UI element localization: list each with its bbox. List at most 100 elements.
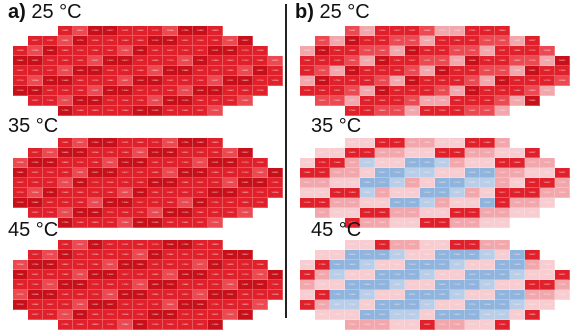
map-cell: 1.8809 <box>148 280 163 290</box>
map-cell: 1.8266 <box>300 260 315 270</box>
map-cell: 1.9017 <box>118 270 133 280</box>
map-cell: 1.9231 <box>148 300 163 310</box>
map-cell: 1.8809 <box>163 96 178 106</box>
map-cell: 1.8809 <box>495 26 510 36</box>
map-cell: 1.8521 <box>405 76 420 86</box>
map-cell: 1.9231 <box>133 270 148 280</box>
map-cell: 1.9855 <box>73 300 88 310</box>
map-cell: 1.9855 <box>360 86 375 96</box>
map-cell: 1.8809 <box>510 56 525 66</box>
map-cell: 1.7602 <box>178 260 193 270</box>
map-cell: 1.8266 <box>163 240 178 250</box>
map-cell: 1.8937 <box>465 188 480 198</box>
map-cell: 1.8266 <box>390 280 405 290</box>
map-cell: 1.8809 <box>58 158 73 168</box>
map-cell: 1.9710 <box>360 148 375 158</box>
panel-a-temp-3-label: 45 °C <box>8 219 59 241</box>
map-cell: 1.9855 <box>208 250 223 260</box>
map-cell: 1.7602 <box>330 96 345 106</box>
map-cell: 1.9463 <box>480 240 495 250</box>
map-cell: 1.9463 <box>208 168 223 178</box>
map-cell: 1.9017 <box>480 158 495 168</box>
map-cell: 1.8937 <box>480 320 495 330</box>
map-cell: 1.7955 <box>58 106 73 116</box>
map-cell: 1.8405 <box>58 148 73 158</box>
map-cell: 1.9855 <box>148 290 163 300</box>
map-cell: 1.9842 <box>253 168 268 178</box>
map-cell: 1.7955 <box>193 56 208 66</box>
map-cell: 1.8521 <box>420 218 435 228</box>
map-cell: 1.9842 <box>193 310 208 320</box>
map-cell: 1.9120 <box>540 300 555 310</box>
map-cell: 1.8521 <box>555 168 570 178</box>
map-cell: 1.9463 <box>73 106 88 116</box>
map-cell: 1.8405 <box>525 76 540 86</box>
map-cell: 1.8405 <box>223 260 238 270</box>
map-cell: 1.8266 <box>465 56 480 66</box>
map-cell: 1.9710 <box>540 76 555 86</box>
map-cell: 1.9463 <box>208 56 223 66</box>
map-cell: 1.7602 <box>193 188 208 198</box>
map-cell: 1.9651 <box>525 178 540 188</box>
map-cell: 1.8405 <box>73 280 88 290</box>
map-cell: 1.8266 <box>178 168 193 178</box>
map-cell: 1.9651 <box>163 188 178 198</box>
map-cell: 1.9710 <box>360 36 375 46</box>
map-cell: 1.7602 <box>480 188 495 198</box>
map-cell: 1.9017 <box>43 66 58 76</box>
map-cell: 1.9855 <box>58 168 73 178</box>
map-cell: 1.9842 <box>390 76 405 86</box>
map-cell: 1.7955 <box>315 260 330 270</box>
map-cell: 1.8937 <box>193 320 208 330</box>
map-cell: 1.7602 <box>405 86 420 96</box>
map-cell: 1.8405 <box>345 250 360 260</box>
map-cell: 1.9231 <box>495 46 510 56</box>
map-cell: 1.9120 <box>465 96 480 106</box>
map-cell: 1.9017 <box>58 208 73 218</box>
map-cell: 1.9017 <box>208 188 223 198</box>
map-cell: 1.8266 <box>28 290 43 300</box>
map-cell: 1.9651 <box>178 106 193 116</box>
map-cell: 1.8521 <box>28 270 43 280</box>
map-cell: 1.9842 <box>178 178 193 188</box>
map-cell: 1.9463 <box>495 56 510 66</box>
map-cell: 1.8937 <box>390 300 405 310</box>
map-cell: 1.8521 <box>480 280 495 290</box>
map-cell: 1.9855 <box>163 218 178 228</box>
map-cell: 1.8809 <box>223 168 238 178</box>
map-cell: 1.9463 <box>330 46 345 56</box>
map-cell: 1.8521 <box>208 310 223 320</box>
map-cell: 1.7602 <box>193 76 208 86</box>
panel-b-temp-1-label: 25 °C <box>319 1 370 23</box>
map-cell: 1.8266 <box>268 76 283 86</box>
map-cell: 1.9651 <box>525 280 540 290</box>
map-cell: 1.8521 <box>315 270 330 280</box>
map-cell: 1.9017 <box>420 300 435 310</box>
map-cell: 1.9120 <box>148 36 163 46</box>
map-cell: 1.8937 <box>73 240 88 250</box>
map-cell: 1.8266 <box>178 56 193 66</box>
map-cell: 1.9120 <box>253 86 268 96</box>
map-cell: 1.7602 <box>28 66 43 76</box>
map-cell: 1.9231 <box>510 188 525 198</box>
map-cell: 1.9303 <box>480 250 495 260</box>
map-cell: 1.8405 <box>238 188 253 198</box>
map-cell: 1.8266 <box>13 260 28 270</box>
map-cell: 1.9842 <box>193 208 208 218</box>
map-cell: 1.9710 <box>73 148 88 158</box>
map-cell: 1.8937 <box>28 310 43 320</box>
map-cell: 1.8809 <box>345 260 360 270</box>
map-cell: 1.7602 <box>495 218 510 228</box>
map-cell: 1.9120 <box>178 310 193 320</box>
map-cell: 1.8521 <box>268 168 283 178</box>
map-cell: 1.8266 <box>28 76 43 86</box>
map-cell: 1.8266 <box>375 36 390 46</box>
map-cell: 1.9842 <box>405 218 420 228</box>
map-cell: 1.9855 <box>133 158 148 168</box>
map-cell: 1.8809 <box>238 86 253 96</box>
map-cell: 1.9017 <box>43 178 58 188</box>
map-cell: 1.9303 <box>435 106 450 116</box>
map-cell: 1.8937 <box>28 96 43 106</box>
map-cell: 1.9463 <box>73 218 88 228</box>
map-cell: 1.9855 <box>420 158 435 168</box>
